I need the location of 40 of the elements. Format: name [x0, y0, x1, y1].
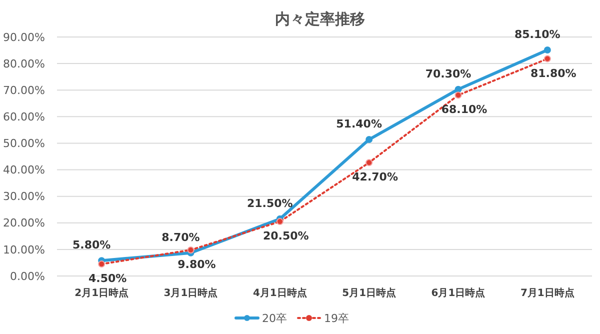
y-tick-label: 90.00% — [3, 30, 45, 44]
data-label: 85.10% — [514, 28, 560, 42]
y-tick-label: 40.00% — [3, 164, 45, 177]
data-label: 68.10% — [441, 103, 488, 116]
data-label: 8.70% — [162, 230, 200, 244]
chart-title: 内々定率推移 — [275, 10, 365, 28]
y-tick-label: 30.00% — [3, 190, 45, 204]
point — [544, 46, 551, 54]
x-tick-label: 4月1日時点 — [252, 287, 307, 299]
point — [366, 159, 373, 166]
legend-label: 19卒 — [324, 312, 349, 325]
point — [366, 136, 373, 144]
point — [276, 218, 284, 226]
point — [544, 55, 551, 62]
x-tick-label: 6月1日時点 — [431, 287, 486, 299]
x-tick-label: 5月1日時点 — [342, 287, 396, 299]
y-tick-label: 0.00% — [10, 270, 45, 283]
data-label: 20.50% — [263, 230, 309, 243]
y-tick-label: 60.00% — [3, 110, 45, 124]
data-label: 81.80% — [530, 66, 576, 80]
data-label: 51.40% — [336, 118, 382, 131]
y-tick-label: 50.00% — [3, 137, 45, 150]
point — [454, 86, 462, 93]
data-label: 4.50% — [88, 272, 127, 286]
point — [98, 260, 106, 268]
y-tick-label: 80.00% — [3, 57, 45, 70]
y-tick-label: 20.00% — [3, 216, 45, 230]
data-label: 9.80% — [178, 258, 216, 271]
point — [454, 92, 462, 99]
data-label: 21.50% — [247, 196, 293, 210]
x-tick-label: 3月1日時点 — [164, 287, 218, 299]
point — [187, 246, 194, 254]
y-tick-label: 70.00% — [3, 84, 45, 97]
data-label: 42.70% — [352, 170, 398, 184]
x-tick-label: 7月1日時点 — [520, 287, 574, 299]
data-label: 70.30% — [425, 67, 472, 80]
y-tick-label: 10.00% — [3, 243, 45, 256]
legend-label: 20卒 — [262, 312, 287, 325]
data-label: 5.80% — [72, 238, 111, 252]
x-tick-label: 2月1日時点 — [74, 287, 129, 299]
